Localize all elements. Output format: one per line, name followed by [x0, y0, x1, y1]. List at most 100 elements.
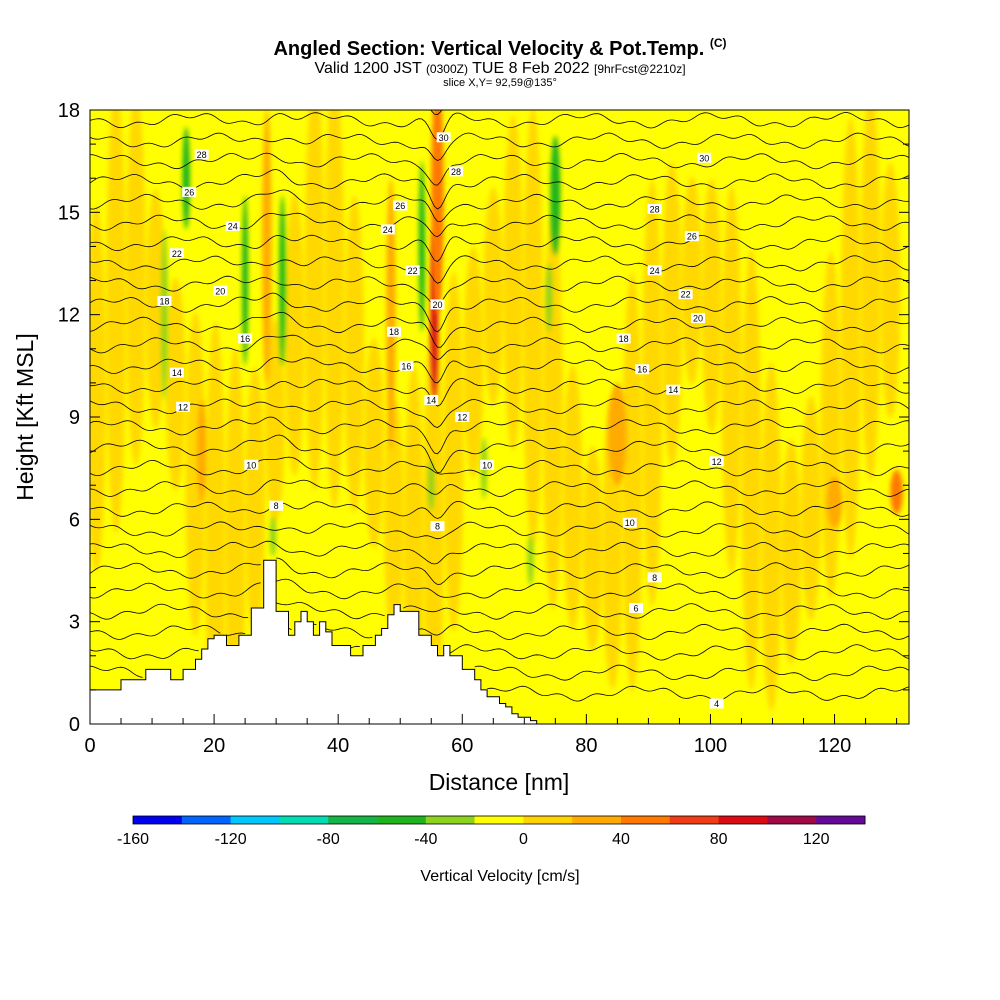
contour-label-box: [157, 296, 172, 307]
weak-ascent-patch: [145, 188, 166, 429]
contour-label-text: 20: [215, 286, 225, 296]
contour-label-text: 26: [395, 201, 405, 211]
contour-label-box: [182, 186, 197, 197]
weak-ascent-patch: [761, 361, 782, 712]
weak-ascent-patch: [185, 311, 206, 637]
contour-label-box: [616, 333, 631, 344]
contour-label-box: [430, 521, 445, 532]
contour-label-text: 24: [228, 221, 238, 231]
weak-ascent-patch: [264, 318, 285, 523]
weak-ascent-patch: [344, 195, 365, 513]
weak-ascent-patch: [860, 110, 881, 481]
weak-ascent-patch: [324, 110, 345, 509]
isentrope: [90, 169, 909, 210]
contour-label-text: 14: [172, 368, 182, 378]
contour-label-text: 16: [240, 334, 250, 344]
colorbar-tick-label: -120: [215, 831, 247, 848]
contour-label-box: [225, 220, 240, 231]
contour-label-text: 30: [439, 133, 449, 143]
contour-label-box: [635, 364, 650, 375]
weak-ascent-patch: [245, 366, 266, 643]
colorbar-tick-label: 0: [519, 831, 528, 848]
isentrope: [90, 132, 909, 161]
colorbar-swatch: [133, 816, 183, 824]
contour-label-box: [436, 132, 451, 143]
contour-label-box: [194, 149, 209, 160]
updraft-core: [608, 382, 627, 486]
contour-label-text: 8: [652, 573, 657, 583]
colorbar-swatch: [474, 816, 524, 824]
downdraft-streak: [527, 534, 534, 586]
contour-label: 28: [194, 149, 209, 160]
y-tick-label: 3: [69, 612, 80, 634]
colorbar-swatch: [718, 816, 768, 824]
isentrope: [90, 275, 909, 307]
x-tick-label: 100: [694, 735, 727, 757]
contour-label: 10: [480, 459, 495, 470]
contour-label-text: 12: [712, 457, 722, 467]
updraft-core: [431, 110, 444, 315]
chart-title: Angled Section: Vertical Velocity & Pot.…: [0, 36, 1000, 61]
contour-label-text: 16: [637, 365, 647, 375]
contour-label: 6: [629, 603, 643, 614]
isentrope: [90, 416, 909, 455]
contour-label: 8: [269, 500, 284, 511]
weak-ascent-patch: [701, 178, 722, 434]
contour-label-box: [629, 603, 643, 614]
y-tick-label: 9: [69, 407, 80, 429]
contour-label-text: 18: [159, 297, 169, 307]
chart-title-text: Angled Section: Vertical Velocity & Pot.…: [273, 38, 705, 60]
x-tick-label: 40: [327, 735, 349, 757]
contour-label-text: 8: [274, 501, 279, 511]
isentrope: [90, 255, 909, 284]
colorbar-tick-label: 40: [612, 831, 630, 848]
x-tick-label: 60: [451, 735, 473, 757]
contour-label-text: 8: [435, 522, 440, 532]
contour-label: 30: [436, 132, 451, 143]
colorbar-swatch: [181, 816, 232, 824]
weak-ascent-patch: [125, 110, 146, 466]
weak-ascent-patch: [800, 395, 821, 621]
y-tick-label: 18: [58, 100, 80, 122]
contour-label: 18: [157, 296, 172, 307]
y-tick-label: 6: [69, 509, 80, 531]
x-tick-label: 80: [575, 735, 597, 757]
weak-ascent-patch: [304, 110, 325, 491]
weak-ascent-patch: [840, 117, 861, 560]
isentrope: [90, 434, 909, 474]
weak-ascent-patch: [205, 321, 226, 724]
contour-label-text: 22: [681, 290, 691, 300]
contour-label: 14: [424, 394, 439, 405]
contour-label: 24: [225, 220, 240, 231]
weak-ascent-patch: [562, 364, 583, 631]
isentrope: [90, 456, 909, 477]
contour-label-text: 20: [432, 300, 442, 310]
colorbar-swatch: [669, 816, 720, 824]
isentrope: [90, 500, 909, 519]
weak-ascent-patch: [661, 161, 682, 468]
isentrope: [90, 664, 909, 681]
updraft-core: [262, 110, 272, 383]
contour-label: 24: [647, 265, 662, 276]
forecast-info: [9hrFcst@2210z]: [593, 62, 686, 76]
colorbar-frame: [132, 815, 866, 825]
contour-label: 8: [430, 521, 445, 532]
isentrope: [487, 685, 909, 702]
isentrope: [90, 378, 909, 407]
contour-label-text: 24: [650, 266, 660, 276]
downdraft-streak: [242, 195, 249, 366]
weak-ascent-patch: [165, 277, 186, 491]
colorbar-swatch: [230, 816, 280, 824]
isentrope: [90, 234, 909, 262]
weak-ascent-patch: [582, 445, 603, 652]
contour-label-box: [213, 285, 228, 296]
downdraft-streak: [182, 127, 190, 230]
weak-ascent-patch: [503, 114, 524, 451]
x-axis-label: Distance [nm]: [429, 769, 570, 795]
isentrope: [90, 292, 909, 333]
downdraft-streak: [428, 459, 435, 511]
contour-label-text: 16: [401, 361, 411, 371]
contour-label-box: [622, 517, 637, 528]
colorbar-tick-label: 120: [803, 831, 830, 848]
contour-label-text: 12: [178, 402, 188, 412]
